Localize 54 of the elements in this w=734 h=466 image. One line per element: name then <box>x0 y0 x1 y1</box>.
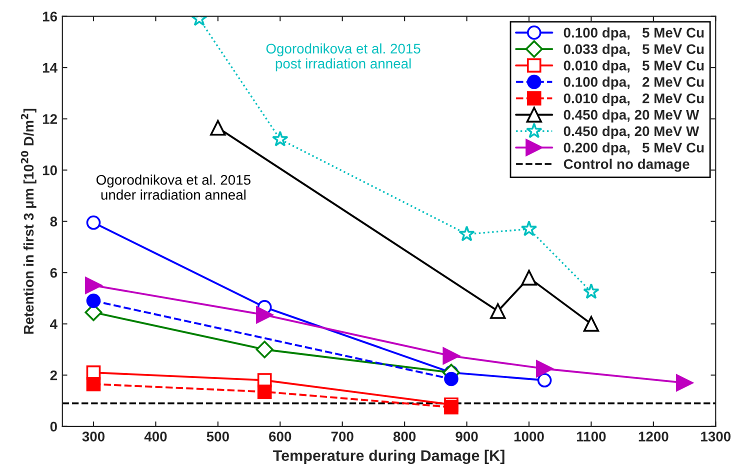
x-tick-label: 1000 <box>514 432 544 442</box>
y-tick-label: 4 <box>50 319 58 329</box>
point <box>444 400 458 414</box>
y-tick-label: 2 <box>50 370 57 380</box>
point <box>272 130 288 146</box>
point <box>210 120 226 136</box>
legend-label: 0.200 dpa, 5 MeV Cu <box>564 142 704 156</box>
point <box>86 215 101 230</box>
point <box>583 283 600 299</box>
legend-label: 0.450 dpa, 20 MeV W <box>564 126 700 139</box>
point <box>444 372 458 386</box>
y-tick-label: 8 <box>50 216 58 227</box>
y-tick-label: 6 <box>50 268 58 278</box>
x-tick-label: 900 <box>456 432 478 442</box>
legend-label: 0.033 dpa, 5 MeV Cu <box>564 44 704 57</box>
point <box>84 276 102 294</box>
x-axis-title: Temperature during Damage [K] <box>273 450 504 464</box>
point <box>676 374 694 392</box>
point <box>256 340 274 358</box>
legend-label: 0.450 dpa, 20 MeV W <box>564 110 700 122</box>
point <box>442 347 460 364</box>
y-tick-label: 0 <box>50 422 57 432</box>
y-axis-title: Retention in first 3 μm [10$^{20}$ D/m$^{2}$] <box>20 108 36 334</box>
point <box>86 376 101 392</box>
point <box>256 306 274 324</box>
annotation: Ogorodnikova et al. 2015 under irradiation anneal <box>96 174 250 200</box>
legend-label: 0.100 dpa, 2 MeV Cu <box>564 76 704 90</box>
y-tick-label: 12 <box>42 114 57 124</box>
point <box>86 294 101 308</box>
y-tick-label: 16 <box>42 12 58 22</box>
legend-label: 0.010 dpa, 5 MeV Cu <box>564 60 704 74</box>
x-tick-label: 500 <box>206 432 229 442</box>
x-tick-label: 700 <box>331 432 354 442</box>
point <box>490 303 506 319</box>
x-tick-label: 1100 <box>577 432 606 442</box>
point <box>537 373 552 388</box>
annotation: Ogorodnikova et al. 2015 post irradiation anneal <box>266 43 420 72</box>
point <box>257 384 272 399</box>
point <box>583 316 600 332</box>
legend-label: Control no damage <box>564 158 690 172</box>
y-tick-label: 10 <box>42 165 57 176</box>
x-tick-label: 1300 <box>701 432 731 442</box>
legend-label: 0.100 dpa, 5 MeV Cu <box>564 27 704 40</box>
point <box>521 270 537 286</box>
x-tick-label: 800 <box>393 432 416 442</box>
point <box>520 220 538 236</box>
x-tick-label: 300 <box>82 432 105 442</box>
y-tick-label: 14 <box>42 63 58 73</box>
x-tick-label: 600 <box>269 432 292 442</box>
x-tick-label: 1200 <box>638 432 668 442</box>
x-tick-label: 400 <box>144 432 167 442</box>
point <box>536 360 554 378</box>
legend-label: 0.010 dpa, 2 MeV Cu <box>564 93 704 106</box>
point <box>458 226 475 242</box>
